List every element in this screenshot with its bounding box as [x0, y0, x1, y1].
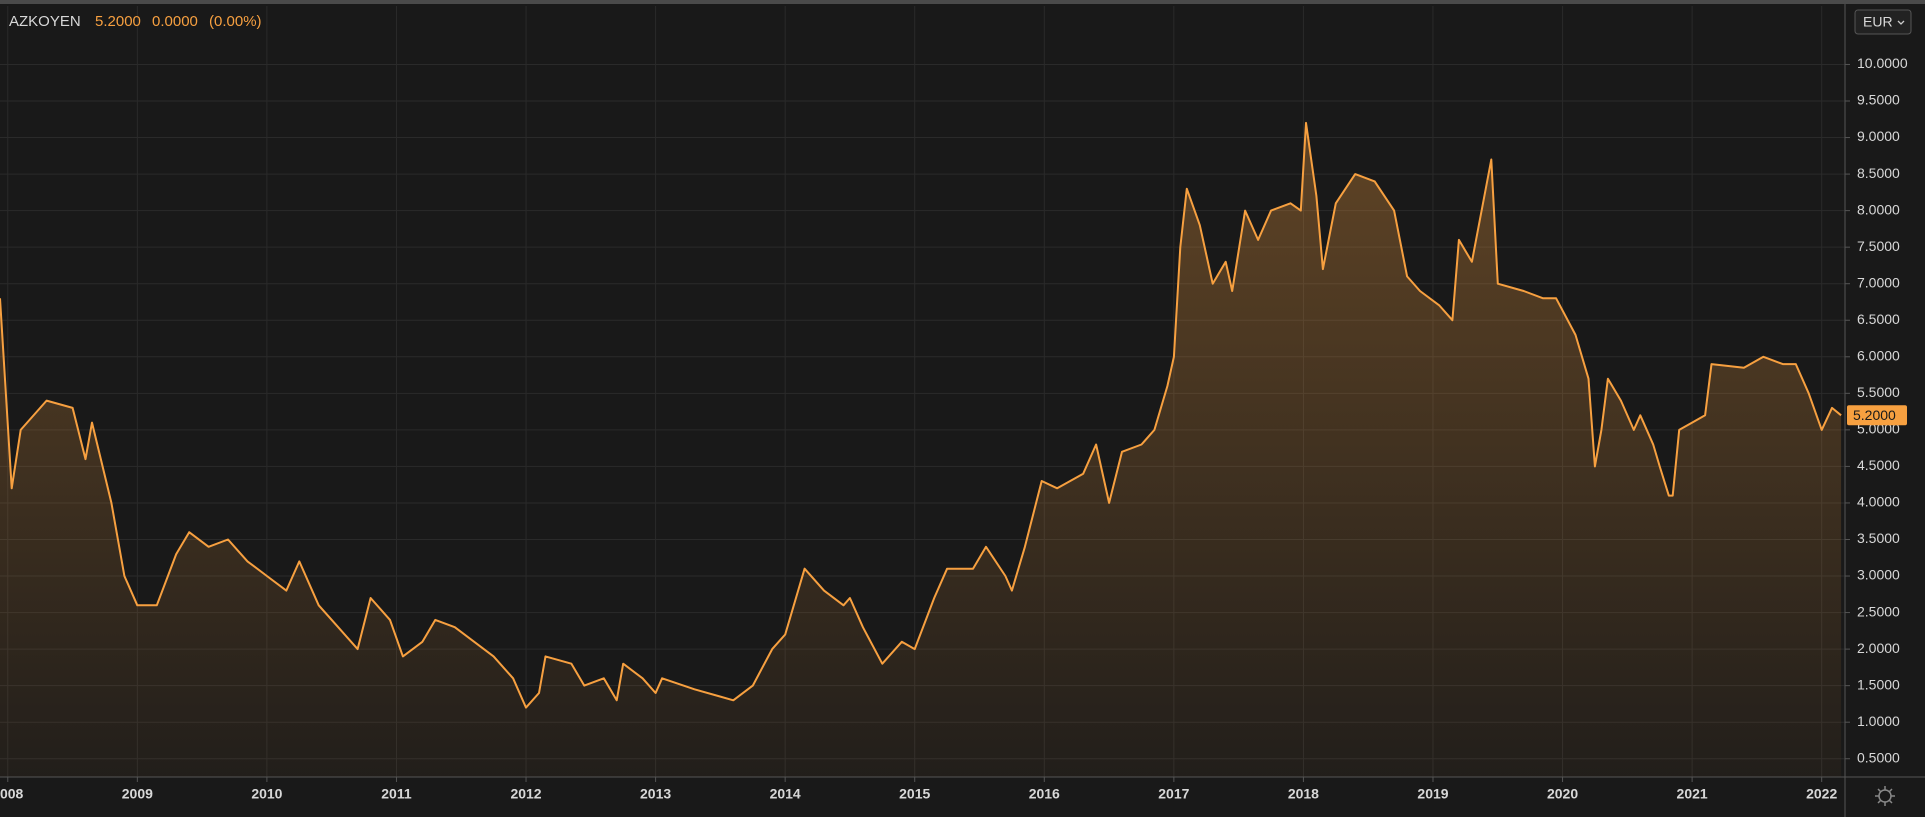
y-tick-label: 4.0000: [1857, 494, 1900, 510]
price-line: [0, 121, 1842, 709]
y-tick-label: 8.0000: [1857, 201, 1900, 217]
gear-teeth: [1875, 786, 1895, 806]
y-tick-label: 3.5000: [1857, 530, 1900, 546]
change: 0.0000: [152, 13, 198, 30]
x-tick-label: 2018: [1288, 786, 1319, 802]
y-tick-label: 1.0000: [1857, 713, 1900, 729]
y-tick-label: 1.5000: [1857, 676, 1900, 692]
y-tick-label: 4.5000: [1857, 457, 1900, 473]
x-tick-label: 2017: [1158, 786, 1189, 802]
x-tick-label: 2016: [1029, 786, 1060, 802]
area-fill: [0, 122, 1842, 777]
y-tick-label: 6.5000: [1857, 311, 1900, 327]
price: 5.2000: [95, 13, 141, 30]
y-tick-label: 5.5000: [1857, 384, 1900, 400]
currency-dropdown[interactable]: EUR: [1854, 9, 1912, 35]
x-tick-label: 2012: [510, 786, 541, 802]
symbol: AZKOYEN: [9, 13, 81, 30]
plot: [0, 121, 1842, 777]
y-tick-label: 0.5000: [1857, 749, 1900, 765]
last-price-tag: [1847, 405, 1907, 426]
y-tick-label: 3.0000: [1857, 567, 1900, 583]
y-tick-label: 7.0000: [1857, 274, 1900, 290]
dropdown-arrow: [1897, 20, 1905, 25]
x-tick-label: 2013: [640, 786, 671, 802]
y-tick-label: 9.0000: [1857, 128, 1900, 144]
y-tick-label: 7.5000: [1857, 238, 1900, 254]
x-tick-label: 2019: [1417, 786, 1448, 802]
x-tick-label: 2011: [381, 786, 412, 802]
y-tick-label: 9.5000: [1857, 92, 1900, 108]
currency[interactable]: EUR: [1863, 14, 1893, 30]
y-tick-label: 10.0000: [1857, 55, 1908, 71]
x-tick-label: 2020: [1547, 786, 1578, 802]
last-price-label: 5.2000: [1853, 407, 1896, 423]
top-bar: [0, 0, 1925, 4]
x-tick-label: 2009: [122, 786, 153, 802]
dropdown-box[interactable]: [1854, 9, 1912, 35]
y-tick-label: 2.5000: [1857, 603, 1900, 619]
x-tick-label: 2014: [770, 786, 801, 802]
x-tick-label: 2010: [251, 786, 282, 802]
x-tick-label: 2008: [0, 786, 24, 802]
y-tick-label: 8.5000: [1857, 165, 1900, 181]
x-tick-label: 2022: [1806, 786, 1837, 802]
x-tick-label: 2015: [899, 786, 930, 802]
y-tick-label: 2.0000: [1857, 640, 1900, 656]
axes: 0.5000 1.0000 1.5000 2.0000 2.5000 3.0000 3.50…: [0, 55, 1908, 802]
settings-button[interactable]: [1875, 786, 1895, 806]
x-tick-label: 2021: [1677, 786, 1708, 802]
y-tick-label: 6.0000: [1857, 347, 1900, 363]
change-percent: (0.00%): [209, 13, 262, 30]
